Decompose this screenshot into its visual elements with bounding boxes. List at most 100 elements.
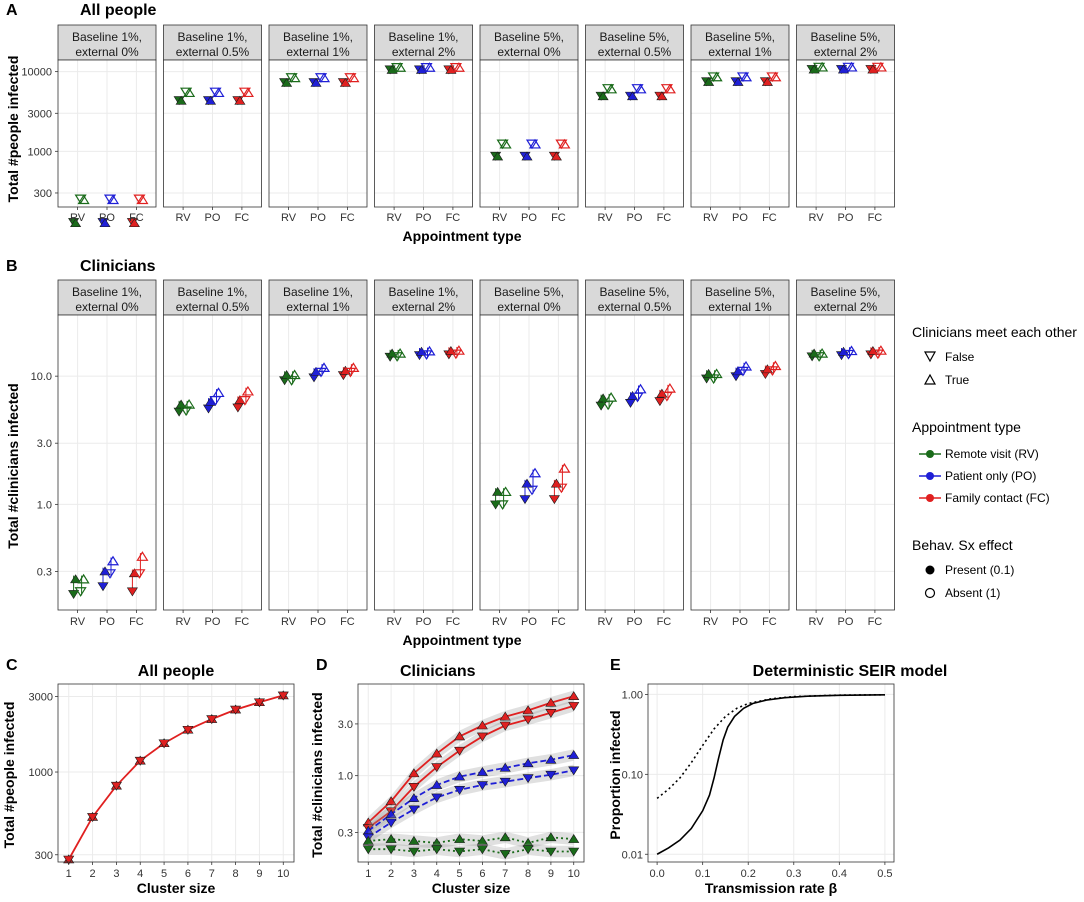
y-tick-label: 10.0 (31, 371, 52, 383)
facet-label-line1: Baseline 1%, (283, 30, 353, 44)
data-point (385, 818, 397, 828)
point-absent-false (344, 73, 357, 83)
data-point (568, 749, 580, 759)
x-tick-label: RV (176, 616, 192, 628)
x-tick-label: 5 (457, 868, 463, 880)
point-absent-false (766, 72, 779, 83)
data-point (454, 746, 466, 756)
panel-c-title: All people (138, 663, 215, 680)
x-tick-label: FC (762, 616, 777, 628)
panel-letter-b: B (6, 258, 18, 275)
x-tick-label: 6 (185, 868, 191, 880)
point-absent-true (183, 87, 196, 98)
facet-label-line1: Baseline 1%, (388, 285, 458, 299)
point-absent-false (74, 587, 87, 597)
x-tick-label: 0.3 (786, 868, 801, 880)
point-absent-true (663, 83, 676, 94)
facet-strip (796, 279, 895, 316)
facet-label-line1: Baseline 1%, (177, 30, 247, 44)
series-line (367, 695, 574, 824)
plot-border (57, 683, 295, 863)
point-absent-true (634, 83, 647, 94)
point-absent-true (558, 463, 571, 473)
data-point (385, 809, 397, 819)
point-absent-true (710, 368, 723, 379)
data-point (499, 721, 511, 731)
x-tick-label: FC (129, 212, 144, 224)
panel-d-ylabel: Total #clinicians infected (309, 692, 325, 857)
point-present-false (654, 397, 666, 407)
ribbon (368, 831, 574, 849)
data-point (230, 705, 242, 715)
legend: Clinicians meet each other False True Ap… (912, 324, 1077, 600)
point-absent-false (209, 87, 222, 98)
x-tick-label: RV (281, 212, 297, 224)
x-tick-label: 7 (502, 868, 508, 880)
point-absent-true (816, 347, 829, 358)
panel-letter-e: E (610, 657, 621, 674)
facet-label-line2: external 0.5% (176, 45, 250, 59)
panel-letter-d: D (316, 657, 328, 674)
facet-strip (796, 24, 895, 61)
x-tick-label: FC (129, 616, 144, 628)
point-absent-true (663, 382, 676, 393)
facet-label-line2: external 2% (814, 45, 878, 59)
facet-label-line1: Baseline 1%, (72, 30, 142, 44)
point-present-true (492, 486, 504, 496)
facet-label-line1: Baseline 5%, (599, 285, 669, 299)
plot-border (357, 683, 585, 863)
point-present-true (281, 77, 293, 87)
facet-label-line1: Baseline 5%, (494, 285, 564, 299)
point-absent-false (842, 62, 855, 73)
x-tick-label: PO (416, 212, 432, 224)
ribbon (368, 764, 574, 844)
x-tick-label: PO (521, 616, 537, 628)
x-tick-label: RV (387, 616, 403, 628)
x-tick-label: 6 (479, 868, 485, 880)
point-absent-true (423, 345, 436, 356)
data-point (253, 698, 265, 708)
x-tick-label: 0.5 (877, 868, 892, 880)
point-absent-true (452, 62, 465, 72)
data-point (431, 793, 443, 803)
point-absent-false (103, 194, 117, 205)
data-point (499, 832, 511, 842)
x-tick-label: 0.4 (832, 868, 847, 880)
point-present-true (626, 91, 639, 101)
point-absent-false (525, 139, 539, 150)
data-point (499, 777, 511, 787)
data-point (431, 779, 443, 789)
data-point (476, 732, 488, 742)
point-absent-false (449, 63, 462, 73)
panel-e-xlabel: Transmission rate β (705, 880, 838, 896)
data-point (545, 754, 557, 764)
x-tick-label: FC (235, 616, 250, 628)
point-present-true (70, 574, 82, 584)
point-absent-false (496, 500, 509, 511)
point-absent-true (845, 61, 858, 72)
panel-e-title: Deterministic SEIR model (753, 663, 948, 680)
x-tick-label: RV (598, 616, 614, 628)
data-point (545, 832, 557, 842)
x-tick-label: 2 (90, 868, 96, 880)
legend-appt-title: Appointment type (912, 419, 1021, 435)
plot-bg (58, 684, 294, 862)
panel-d-title: Clinicians (400, 663, 476, 680)
y-tick-label: 0.01 (622, 849, 643, 861)
x-tick-label: FC (446, 212, 461, 224)
point-present-true (128, 218, 140, 228)
point-present-true (234, 95, 246, 105)
x-tick-label: FC (446, 616, 461, 628)
x-tick-label: FC (657, 616, 672, 628)
facet-label-line1: Baseline 5%, (494, 30, 564, 44)
point-absent-false (180, 406, 193, 417)
panel-letter-a: A (6, 2, 18, 19)
x-tick-label: RV (703, 616, 719, 628)
point-absent-false (285, 376, 298, 386)
x-tick-label: FC (340, 212, 355, 224)
panel-a-xlabel: Appointment type (403, 228, 522, 244)
point-absent-true (212, 387, 225, 398)
data-point (522, 774, 534, 784)
facet-label-line1: Baseline 1%, (177, 285, 247, 299)
